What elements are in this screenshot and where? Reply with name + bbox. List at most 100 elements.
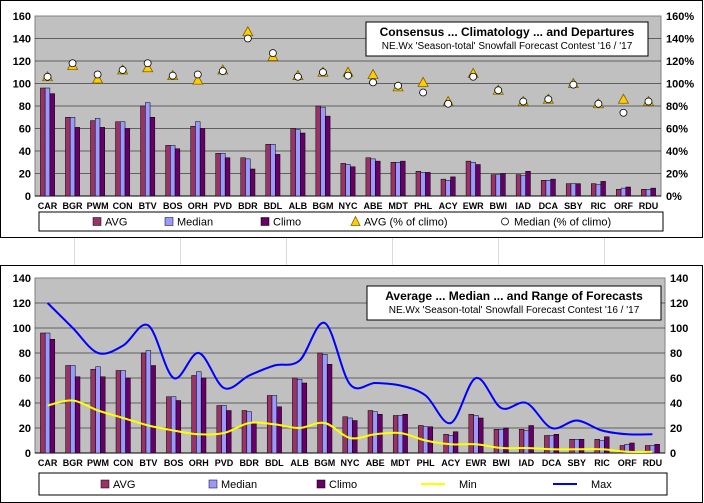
marker-median-pct-phl [419, 88, 428, 97]
bar-median-orh [195, 121, 201, 197]
x-tick-label: BTV [139, 201, 157, 211]
marker-median-pct-acy [444, 99, 453, 108]
bar-climo-btv [149, 117, 156, 197]
y2-tick-label: 140 [670, 273, 688, 285]
x-tick-label: PHL [414, 201, 433, 211]
bar-median-sby [570, 183, 576, 197]
x-tick-label: BTV [139, 458, 157, 468]
bar-avg-sby [569, 439, 575, 454]
bar-avg-pwm [90, 120, 96, 197]
x-tick-label: PWM [87, 201, 109, 211]
bar-median-ric [595, 184, 602, 197]
bar-climo-dca [550, 178, 556, 197]
bar-climo-ric [600, 181, 606, 197]
line-min [47, 399, 653, 453]
bar-avg-pwm [90, 369, 96, 454]
marker-median-pct-alb [294, 72, 302, 81]
y2-tick-label: 120% [666, 56, 694, 68]
bar-avg-bgm [317, 352, 323, 454]
y2-tick-label: 160% [666, 11, 694, 23]
bar-avg-ewr [465, 160, 472, 197]
bar-avg-nyc [340, 163, 346, 197]
bar-median-pwm [94, 118, 101, 197]
bar-avg-bwi [493, 429, 500, 454]
bar-median-nyc [345, 164, 351, 197]
marker-median-pct-ric [594, 99, 603, 108]
y2-tick-label: 60% [666, 124, 688, 136]
bar-avg-abe [365, 157, 371, 197]
marker-median-pct-bwi [494, 86, 503, 95]
bar-climo-dca [553, 434, 560, 454]
marker-median-pct-bgr [68, 59, 77, 68]
bar-climo-orf [629, 442, 635, 454]
legend-swatch-median-pct [501, 217, 509, 226]
bar-median-pvd [220, 153, 226, 197]
bar-median-abe [372, 411, 378, 454]
x-tick-label: DCA [542, 458, 562, 468]
x-tick-label: ORF [618, 458, 638, 468]
x-tick-label: IAD [516, 201, 532, 211]
bar-median-bdr [246, 411, 252, 454]
bar-climo-bwi [500, 173, 506, 197]
bar-avg-pvd [215, 153, 221, 197]
bar-median-con [120, 121, 126, 197]
bar-climo-mdt [400, 160, 406, 197]
bar-median-ewr [473, 415, 479, 454]
marker-median-pct-iad [519, 97, 528, 106]
x-tick-label: BDL [264, 201, 283, 211]
chart-average-median-range: 0 20 40 60 80 100 120 140 0 20 40 60 80 100 120 140 CAR B… [0, 265, 703, 503]
x-tick-label: PVD [214, 201, 233, 211]
bar-avg-alb [290, 128, 296, 197]
bar-avg-ric [594, 439, 600, 454]
x-tick-label: SBY [568, 458, 587, 468]
line-max [46, 302, 653, 436]
bar-avg-ric [591, 183, 597, 197]
y-tick-label: 0 [25, 191, 31, 203]
chart2-canvas: 0 20 40 60 80 100 120 140 0 20 40 60 80 100 120 140 CAR B… [13, 273, 688, 496]
y2-tick-label: 100% [666, 79, 694, 91]
bar-climo-bdr [251, 422, 257, 454]
x-tick-label: EWR [466, 458, 487, 468]
legend-label-median: Median [177, 217, 213, 229]
bar-climo-bgr [74, 376, 81, 454]
bar-climo-iad [525, 171, 531, 197]
legend-swatch-climo [316, 479, 326, 489]
x-tick-label: ABE [366, 458, 385, 468]
x-tick-label: BGR [63, 201, 84, 211]
legend-swatch-avg [100, 479, 110, 489]
bar-climo-alb [300, 132, 306, 197]
bar-median-orf [620, 187, 627, 197]
x-tick-label: PVD [215, 458, 234, 468]
y-tick-label: 20 [19, 423, 31, 435]
x-tick-label: CON [113, 458, 133, 468]
bar-avg-ewr [468, 414, 474, 454]
bar-avg-bos [165, 145, 171, 197]
x-tick-label: ORF [614, 201, 634, 211]
x-tick-label: NYC [338, 201, 358, 211]
bar-climo-ewr [475, 164, 481, 197]
x-tick-label: BWI [492, 458, 510, 468]
bar-avg-btv [140, 352, 147, 454]
x-tick-label: ORH [189, 458, 209, 468]
marker-avg-pct-orf [617, 93, 630, 104]
bar-climo-orf [625, 186, 631, 197]
bar-avg-bos [166, 396, 172, 454]
marker-median-pct-sby [569, 80, 578, 89]
y2-tick-label: 0 [670, 448, 676, 460]
bar-avg-car [40, 87, 46, 197]
marker-median-pct-car [43, 72, 52, 81]
legend [38, 211, 664, 232]
bar-avg-iad [515, 174, 522, 197]
bar-climo-btv [150, 365, 156, 454]
bar-climo-phl [425, 172, 431, 197]
bar-avg-bdl [265, 144, 271, 197]
bar-avg-orh [190, 126, 196, 197]
y2-tick-label: 40 [670, 398, 682, 410]
legend-label-avg-pct: AVG (% of climo) [364, 217, 448, 229]
bar-median-ric [599, 440, 605, 454]
bar-climo-bdl [275, 154, 281, 197]
x-tick-label: ABE [364, 201, 383, 211]
bar-climo-bos [175, 400, 182, 454]
bar-climo-bdl [276, 406, 282, 454]
y-tick-label: 40 [19, 398, 31, 410]
